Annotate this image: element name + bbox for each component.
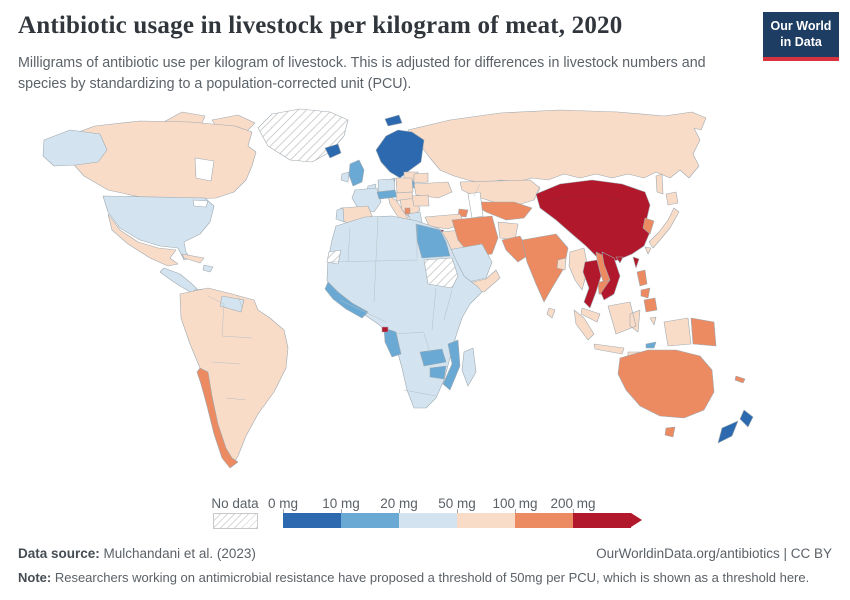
map-region-albania[interactable] [404, 207, 411, 215]
map-region-indonesia[interactable] [573, 301, 692, 357]
map-region-philippines[interactable] [636, 269, 658, 313]
map-water-great-lakes [192, 199, 209, 208]
map-region-alaska[interactable] [42, 129, 108, 167]
map-water-caspian-sea [467, 191, 484, 219]
legend-segment[interactable] [341, 513, 399, 528]
note-line: Note: Researchers working on antimicrobi… [18, 570, 838, 585]
map-region-timor[interactable] [645, 341, 657, 349]
page-subtitle: Milligrams of antibiotic use per kilogra… [18, 55, 706, 93]
legend-segment[interactable] [283, 513, 341, 528]
data-source-value: Mulchandani et al. (2023) [99, 546, 256, 561]
map-region-russia[interactable] [407, 109, 707, 185]
map-region-uzbek-turkmen[interactable] [469, 201, 533, 221]
map-region-romania-bulgaria[interactable] [411, 194, 430, 207]
map-region-belarus[interactable] [413, 172, 429, 184]
map-region-mexico[interactable] [107, 213, 179, 267]
note-text: Researchers working on antimicrobial res… [51, 570, 810, 585]
owid-logo-box: Our World in Data [763, 12, 839, 57]
map-region-eq-guinea[interactable] [381, 326, 389, 333]
map-region-hispaniola[interactable] [202, 264, 214, 273]
map-region-malaysia[interactable] [580, 307, 601, 323]
legend-tick-label: 50 mg [438, 496, 476, 511]
map-region-zambia[interactable] [419, 348, 447, 367]
map-legend: No data 0 mg 10 mg 20 mg 50 mg 100 mg 200 mg [0, 496, 850, 532]
map-region-south-korea[interactable] [642, 217, 655, 235]
legend-no-data-label: No data [211, 496, 259, 511]
map-region-western-sahara[interactable] [326, 249, 342, 265]
map-region-svalbard[interactable] [384, 114, 403, 127]
legend-tick-label: 20 mg [380, 496, 418, 511]
map-region-mozambique[interactable] [442, 339, 461, 391]
map-region-bangladesh[interactable] [556, 257, 567, 271]
legend-segment[interactable] [515, 513, 573, 528]
map-water-hudson-bay [194, 157, 215, 182]
map-region-madagascar[interactable] [461, 347, 477, 387]
map-region-myanmar[interactable] [568, 247, 589, 291]
owid-logo[interactable]: Our World in Data [763, 12, 839, 61]
map-region-sakhalin[interactable] [655, 173, 664, 195]
data-source-label: Data source: [18, 546, 100, 561]
map-region-france[interactable] [351, 187, 382, 213]
map-region-iran[interactable] [451, 215, 499, 258]
map-region-australia[interactable] [617, 349, 715, 419]
map-region-taiwan[interactable] [632, 256, 640, 269]
legend-bar [283, 513, 631, 528]
map-region-west-africa[interactable] [324, 281, 369, 319]
map-region-png[interactable] [690, 317, 717, 347]
map-region-china-mongolia[interactable] [535, 179, 651, 263]
legend-tick-label: 0 mg [267, 496, 299, 511]
legend-segment[interactable] [399, 513, 457, 528]
map-region-india[interactable] [521, 233, 569, 303]
map-region-sudan[interactable] [423, 257, 459, 289]
note-label: Note: [18, 570, 52, 585]
map-region-guianas[interactable] [219, 295, 245, 313]
owid-logo-line1: Our World [770, 19, 832, 33]
map-region-vietnam[interactable] [600, 251, 621, 301]
map-region-uk[interactable] [348, 159, 365, 187]
legend-tick-label: 10 mg [322, 496, 360, 511]
map-region-iceland[interactable] [324, 143, 342, 159]
legend-tick-label: 100 mg [492, 496, 538, 511]
map-region-ukraine[interactable] [413, 181, 453, 199]
map-region-thailand[interactable] [582, 259, 602, 309]
owid-logo-accent [763, 56, 839, 61]
map-region-new-zealand[interactable] [717, 409, 754, 444]
map-region-japan[interactable] [644, 191, 680, 255]
map-region-egypt[interactable] [415, 223, 451, 259]
map-region-new-caledonia[interactable] [734, 375, 746, 384]
map-region-central-america[interactable] [159, 267, 199, 294]
map-region-tasmania[interactable] [664, 426, 676, 438]
page-title: Antibiotic usage in livestock per kilogr… [18, 12, 623, 39]
map-region-ireland[interactable] [340, 171, 350, 183]
legend-segment[interactable] [457, 513, 515, 528]
map-region-portugal[interactable] [335, 207, 345, 223]
map-region-scandinavia[interactable] [375, 129, 425, 179]
mongolia-border [551, 194, 621, 201]
map-region-zimbabwe[interactable] [429, 365, 447, 380]
map-region-hainan[interactable] [615, 256, 624, 264]
legend-arrow [631, 513, 642, 527]
map-region-gabon-congo[interactable] [383, 327, 402, 358]
legend-segment[interactable] [573, 513, 631, 528]
map-region-south-america[interactable] [179, 287, 289, 467]
map-region-sri-lanka[interactable] [546, 307, 556, 319]
internal-borders [207, 183, 541, 401]
owid-logo-line2: in Data [780, 35, 822, 50]
legend-no-data-swatch[interactable] [213, 513, 258, 529]
map-region-chile[interactable] [196, 367, 239, 469]
owid-credit-link[interactable]: OurWorldinData.org/antibiotics | CC BY [596, 546, 832, 561]
legend-tick-label: 200 mg [550, 496, 596, 511]
map-region-cuba[interactable] [181, 253, 205, 264]
world-map [42, 108, 754, 469]
data-source-line: Data source: Mulchandani et al. (2023) [18, 546, 256, 561]
map-region-poland[interactable] [395, 177, 414, 194]
